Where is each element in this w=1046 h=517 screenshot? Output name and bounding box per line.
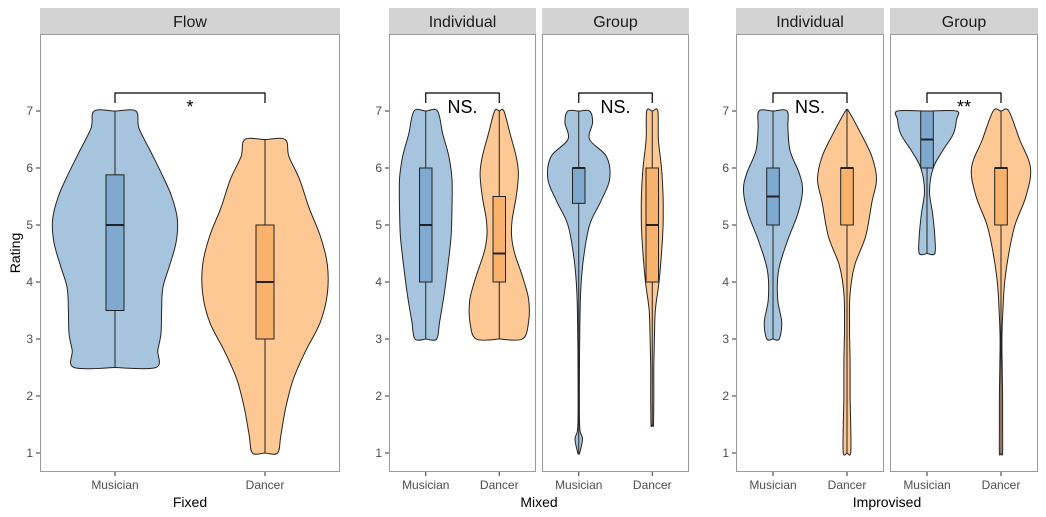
panel-strip — [890, 8, 1038, 34]
x-tick-label: Dancer — [633, 478, 672, 492]
y-axis-title: Rating — [7, 233, 23, 273]
significance-label: * — [186, 97, 193, 117]
y-tick-label: 4 — [26, 275, 33, 289]
significance-label: NS. — [447, 97, 477, 117]
y-tick-label: 3 — [375, 332, 382, 346]
significance-bracket — [926, 92, 1002, 103]
x-tick-label: Musician — [91, 478, 138, 492]
y-tick-label: 2 — [722, 389, 729, 403]
panel-strip-label: Group — [593, 14, 638, 31]
panel-strip — [40, 8, 340, 34]
panel-frame — [890, 34, 1038, 472]
x-tick-label: Dancer — [828, 478, 867, 492]
y-tick-label: 3 — [722, 332, 729, 346]
box-iqr — [105, 174, 125, 311]
box-iqr — [840, 167, 854, 226]
y-tick-label: 5 — [375, 218, 382, 232]
box-iqr — [492, 196, 506, 283]
y-tick-label: 6 — [375, 161, 382, 175]
panel-strip — [542, 8, 689, 34]
significance-label: ** — [957, 97, 971, 117]
y-tick-label: 4 — [722, 275, 729, 289]
y-tick-label: 4 — [375, 275, 382, 289]
x-tick-label: Musician — [402, 478, 449, 492]
x-axis-title: Improvised — [853, 494, 921, 510]
y-tick-label: 2 — [375, 389, 382, 403]
y-tick-label: 7 — [375, 104, 382, 118]
y-tick-label: 7 — [722, 104, 729, 118]
panel-strip-label: Individual — [429, 14, 497, 31]
x-tick-label: Dancer — [480, 478, 519, 492]
y-tick-label: 7 — [26, 104, 33, 118]
panel-strip — [389, 8, 536, 34]
panel-strip-label: Group — [942, 14, 987, 31]
x-axis-title: Mixed — [520, 494, 557, 510]
significance-bracket — [114, 92, 266, 103]
y-tick-label: 1 — [26, 446, 33, 460]
significance-bracket — [578, 92, 653, 103]
y-tick-label: 5 — [722, 218, 729, 232]
panel-strip — [736, 8, 884, 34]
panel-frame — [542, 34, 689, 472]
box-iqr — [572, 167, 586, 204]
panel-strip-label: Flow — [173, 14, 207, 31]
x-tick-label: Dancer — [246, 478, 285, 492]
significance-label: NS. — [795, 97, 825, 117]
x-tick-label: Musician — [749, 478, 796, 492]
y-tick-label: 3 — [26, 332, 33, 346]
box-iqr — [994, 167, 1008, 226]
x-tick-label: Dancer — [982, 478, 1021, 492]
x-axis-title: Fixed — [173, 494, 207, 510]
panel-strip-label: Individual — [776, 14, 844, 31]
significance-label: NS. — [600, 97, 630, 117]
y-tick-label: 2 — [26, 389, 33, 403]
y-tick-label: 5 — [26, 218, 33, 232]
x-tick-label: Musician — [903, 478, 950, 492]
x-tick-label: Musician — [555, 478, 602, 492]
significance-bracket — [772, 92, 848, 103]
y-tick-label: 6 — [26, 161, 33, 175]
significance-bracket — [425, 92, 500, 103]
y-tick-label: 1 — [722, 446, 729, 460]
y-tick-label: 6 — [722, 161, 729, 175]
y-tick-label: 1 — [375, 446, 382, 460]
